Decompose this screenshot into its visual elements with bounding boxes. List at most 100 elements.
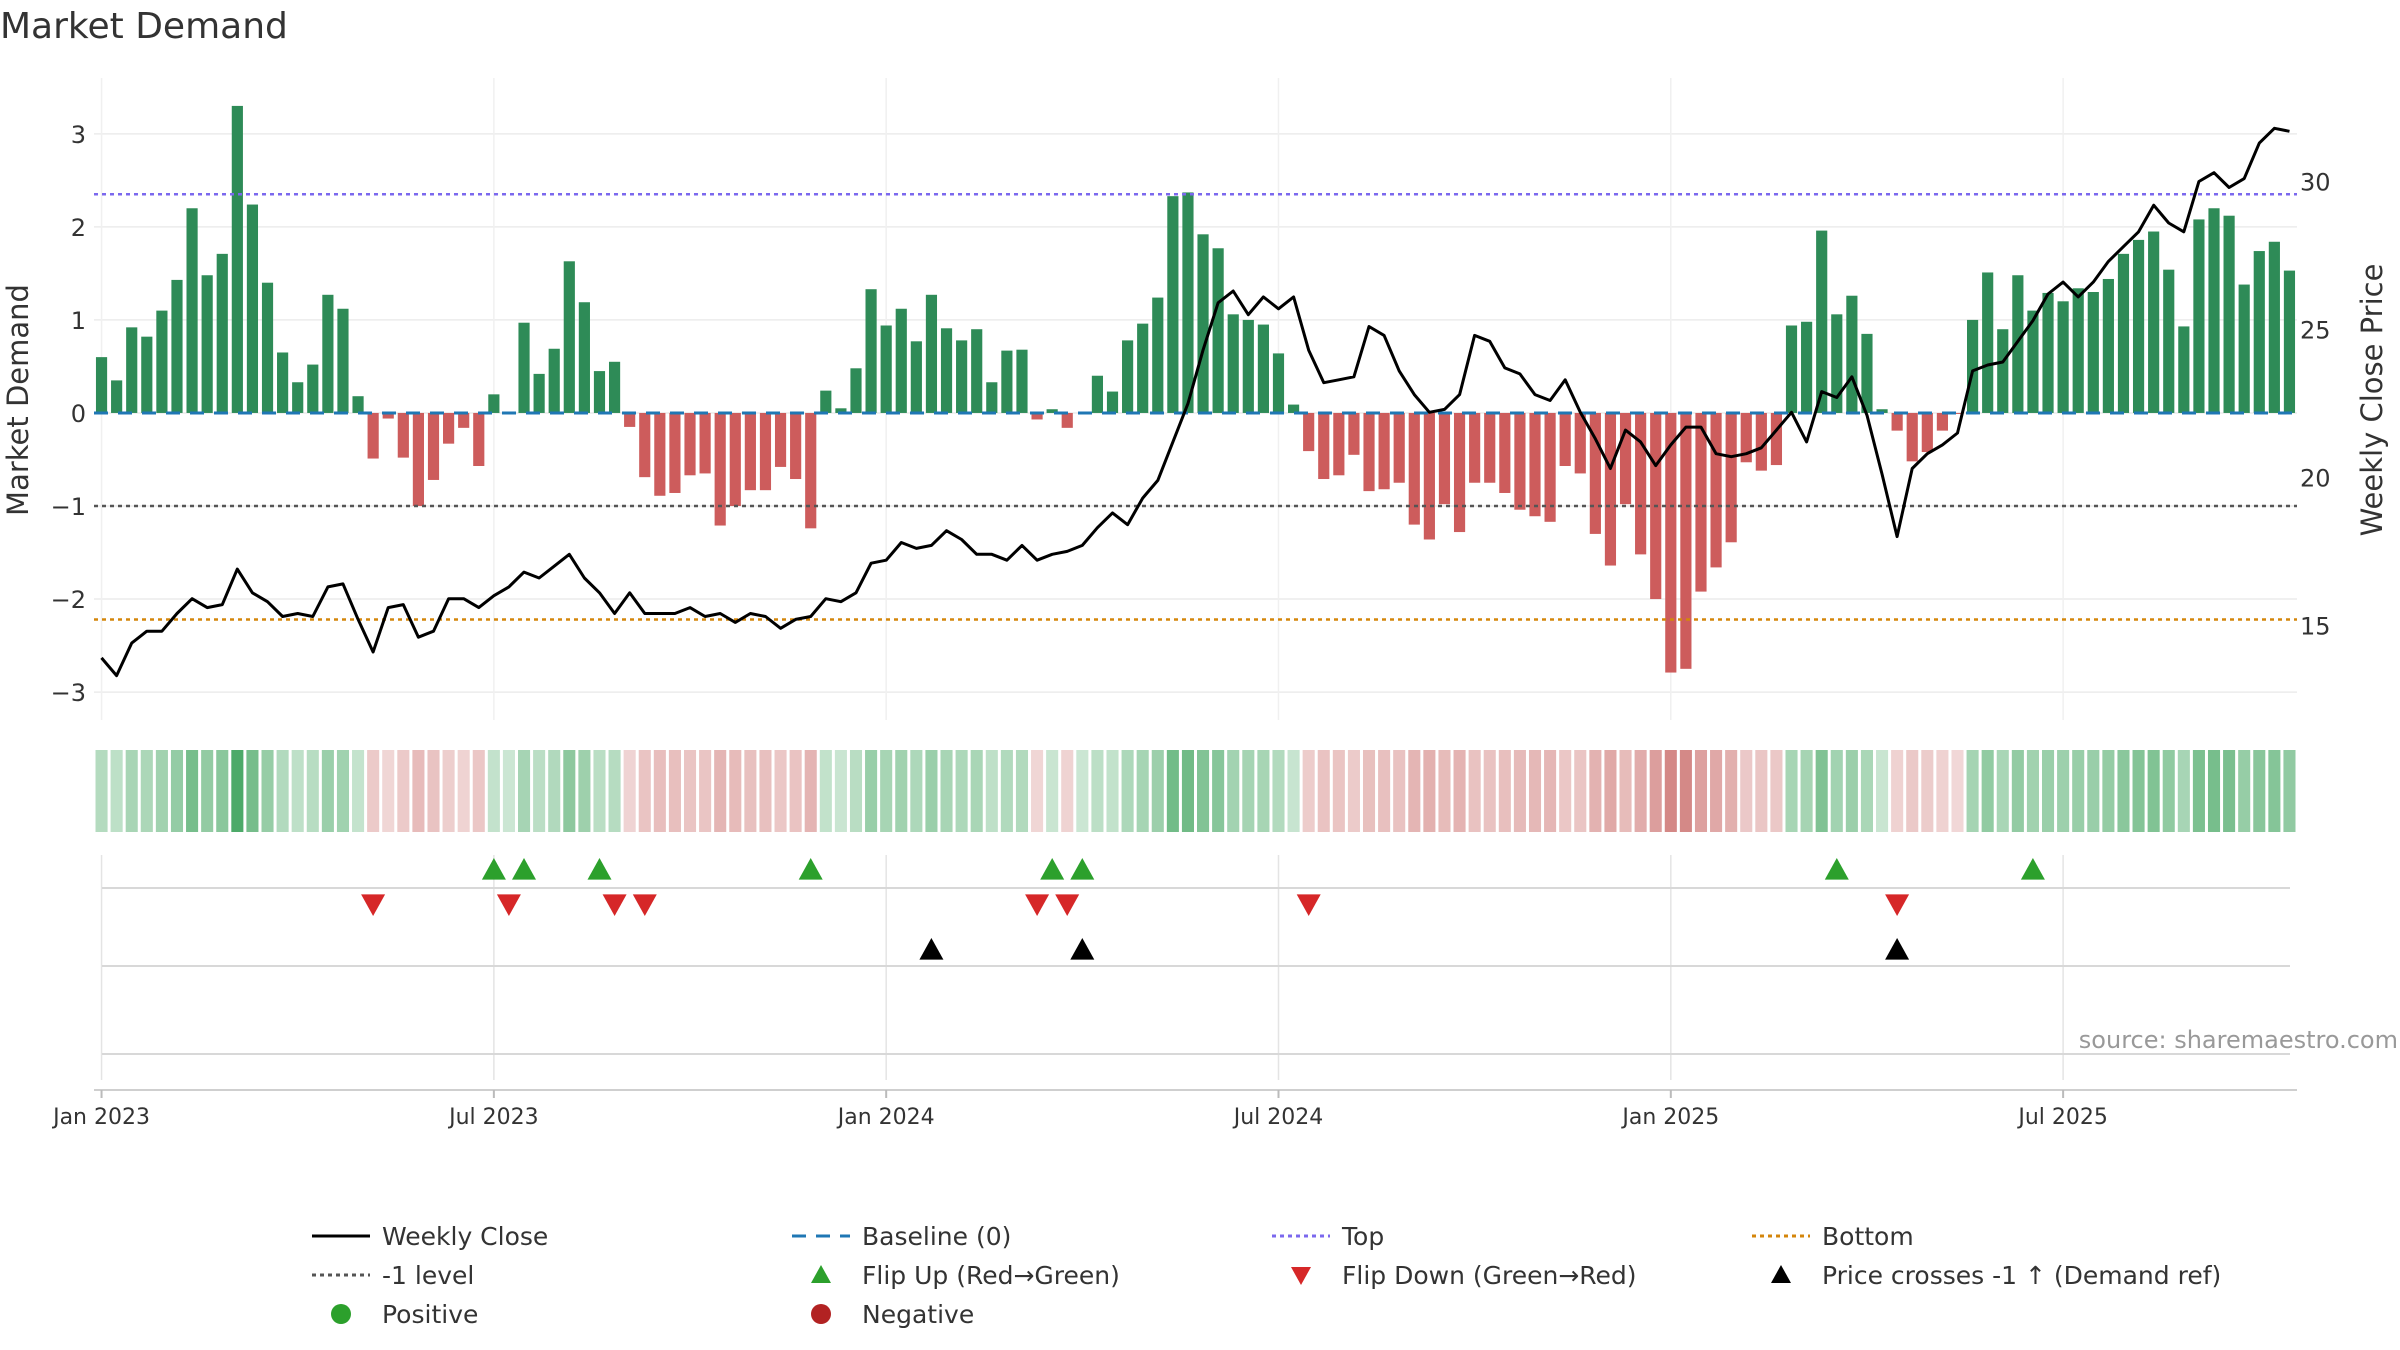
heat-cell (427, 750, 440, 832)
demand-bar (2283, 270, 2296, 413)
demand-bar (1167, 196, 1179, 413)
legend: Weekly Close Baseline (0) Top Bottom -1 … (0, 1210, 2400, 1330)
heat-cell (1091, 750, 1104, 832)
heat-cell (1302, 750, 1315, 832)
heat-cell (759, 750, 772, 832)
demand-bar (880, 325, 892, 413)
y-axis-title: Market Demand (1, 284, 35, 516)
heat-cell (910, 750, 923, 832)
demand-bar (759, 412, 772, 491)
legend-label-top: Top (1342, 1221, 1385, 1251)
heat-cell (1664, 750, 1677, 832)
demand-bar (654, 412, 666, 496)
demand-bar (1635, 412, 1647, 555)
flip-down-marker (1025, 894, 1050, 916)
heat-cell (1845, 750, 1858, 832)
y-tick-label: −2 (51, 586, 86, 614)
demand-bar (1770, 412, 1783, 466)
heat-cell (2223, 750, 2236, 832)
heat-cell (306, 750, 319, 832)
demand-bar (518, 322, 530, 413)
heat-cell (1498, 750, 1511, 832)
minus1-swatch-icon (310, 1257, 372, 1293)
heat-cell (1876, 750, 1889, 832)
demand-bar (940, 328, 953, 413)
demand-bar (910, 341, 922, 413)
heat-cell (291, 750, 304, 832)
heat-cell (442, 750, 455, 832)
heat-cell (397, 750, 410, 832)
heat-cell (1694, 750, 1708, 832)
heat-cell (95, 750, 108, 832)
demand-bar (2253, 251, 2265, 413)
heat-cell (1076, 750, 1089, 832)
flip-up-marker (1824, 858, 1849, 880)
heat-cell (1483, 750, 1496, 832)
demand-bar (774, 412, 787, 467)
heat-cell (457, 750, 470, 832)
heat-cell (170, 750, 184, 832)
heat-cell (2238, 750, 2251, 832)
legend-item-flip-down: Flip Down (Green→Red) (1270, 1257, 1637, 1293)
heat-cell (2207, 750, 2221, 832)
demand-bar (1982, 272, 1994, 413)
x-tick-label: Jan 2025 (1620, 1105, 1719, 1130)
demand-bar (443, 412, 455, 444)
heat-cell (1800, 750, 1813, 832)
legend-item-cross: Price crosses -1 ↑ (Demand ref) (1750, 1257, 2221, 1293)
demand-bar (397, 412, 409, 458)
flip-down-marker (361, 894, 386, 916)
demand-bar (1589, 412, 1601, 534)
heat-cell (2026, 750, 2039, 832)
demand-bar (925, 294, 938, 413)
heat-cell (970, 750, 983, 832)
demand-bar (699, 412, 711, 474)
signal-markers (361, 858, 2045, 960)
heat-cell (1046, 750, 1059, 832)
demand-bar (1393, 412, 1405, 483)
demand-bar (1106, 391, 1119, 413)
heat-cell (2162, 750, 2175, 832)
heat-cell (638, 750, 651, 832)
demand-bar (971, 329, 983, 413)
heat-cell (1906, 750, 1919, 832)
flip-up-marker (1040, 858, 1065, 880)
legend-label-positive: Positive (382, 1299, 479, 1329)
demand-bar (2148, 231, 2160, 413)
demand-bar (1921, 412, 1933, 453)
demand-bar (2102, 278, 2114, 413)
heat-cell (593, 750, 606, 832)
chart-title: Market Demand (0, 6, 288, 47)
demand-bar (729, 412, 741, 506)
demand-bar (1333, 412, 1345, 476)
demand-bar (820, 390, 832, 413)
legend-label-minus1: -1 level (382, 1260, 475, 1290)
heat-cell (2253, 750, 2266, 832)
heat-cell (1362, 750, 1376, 832)
demand-bar (111, 380, 123, 413)
demand-bar (1031, 412, 1043, 420)
heat-cell (1438, 750, 1451, 832)
reference-lines (94, 193, 2297, 621)
demand-bars (95, 105, 2296, 673)
heat-cell (1679, 750, 1692, 832)
heat-cell (1785, 750, 1798, 832)
heat-cell (1815, 750, 1828, 832)
heat-cell (2102, 750, 2115, 832)
flip-down-marker (1055, 894, 1080, 916)
heat-cell (1272, 750, 1285, 832)
y2-tick-label: 30 (2300, 169, 2331, 197)
heat-cell (563, 750, 576, 832)
demand-bar (1242, 319, 1254, 413)
demand-bar (1514, 412, 1526, 510)
heat-cell (352, 750, 365, 832)
demand-bar (2132, 239, 2145, 413)
demand-bar (805, 412, 817, 529)
demand-bar (2208, 208, 2220, 413)
demand-bar (1122, 340, 1134, 413)
demand-bar (790, 412, 802, 480)
demand-bar (352, 396, 364, 413)
heat-cell (1755, 750, 1768, 832)
y-tick-label: −1 (51, 493, 86, 521)
demand-bar (714, 412, 726, 526)
